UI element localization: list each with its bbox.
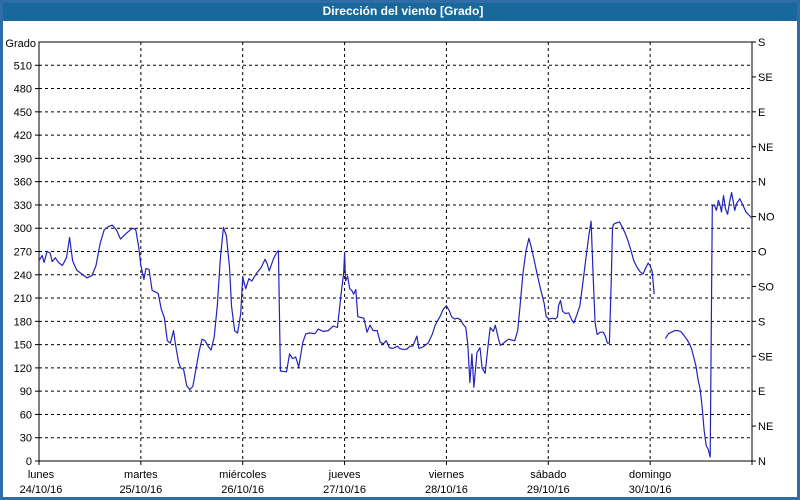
day-date-label: 28/10/16	[425, 484, 468, 496]
right-axis-label: E	[758, 107, 765, 119]
left-axis-label: 270	[14, 247, 32, 259]
right-axis-label: NE	[758, 142, 773, 154]
day-name-label: domingo	[629, 469, 671, 481]
day-date-label: 29/10/16	[527, 484, 570, 496]
left-axis-label: 360	[14, 177, 32, 189]
right-axis-label: NE	[758, 421, 773, 433]
right-axis-label: N	[758, 456, 766, 468]
left-axis-label: 510	[14, 60, 32, 72]
left-axis-label: 330	[14, 200, 32, 212]
right-axis-label: S	[758, 316, 765, 328]
right-axis-label: N	[758, 177, 766, 189]
day-name-label: martes	[124, 469, 158, 481]
left-axis-label: 120	[14, 363, 32, 375]
plot-border	[38, 41, 753, 462]
right-axis-label: SO	[758, 281, 774, 293]
left-axis-label: 30	[20, 433, 32, 445]
chart-title-bar: Dirección del viento [Grado]	[3, 3, 797, 21]
day-date-label: 27/10/16	[323, 484, 366, 496]
left-axis-label: 90	[20, 386, 32, 398]
day-name-label: viernes	[429, 469, 465, 481]
right-axis-label: E	[758, 386, 765, 398]
left-axis-label: 240	[14, 270, 32, 282]
wind-direction-series	[38, 191, 753, 458]
right-axis-label: SE	[758, 351, 773, 363]
left-axis-label: 150	[14, 340, 32, 352]
left-axis-label: 450	[14, 107, 32, 119]
day-name-label: miércoles	[219, 469, 267, 481]
left-axis-label: 390	[14, 153, 32, 165]
left-axis-label: 300	[14, 223, 32, 235]
day-date-label: 30/10/16	[629, 484, 672, 496]
y-axis-title: Grado	[5, 38, 36, 50]
day-date-label: 25/10/16	[119, 484, 162, 496]
day-name-label: lunes	[28, 469, 55, 481]
day-date-label: 24/10/16	[20, 484, 63, 496]
chart-title: Dirección del viento [Grado]	[322, 3, 484, 18]
right-axis-label: S	[758, 37, 765, 49]
day-name-label: sábado	[530, 469, 566, 481]
left-axis-label: 480	[14, 84, 32, 96]
left-axis-label: 0	[26, 456, 32, 468]
left-axis-label: 210	[14, 293, 32, 305]
right-axis-label: SE	[758, 72, 773, 84]
left-axis-label: 420	[14, 130, 32, 142]
day-date-label: 26/10/16	[221, 484, 264, 496]
left-axis-label: 60	[20, 409, 32, 421]
day-name-label: jueves	[328, 469, 361, 481]
right-axis-label: NO	[758, 212, 775, 224]
left-axis-label: 180	[14, 316, 32, 328]
right-axis-label: O	[758, 247, 767, 259]
